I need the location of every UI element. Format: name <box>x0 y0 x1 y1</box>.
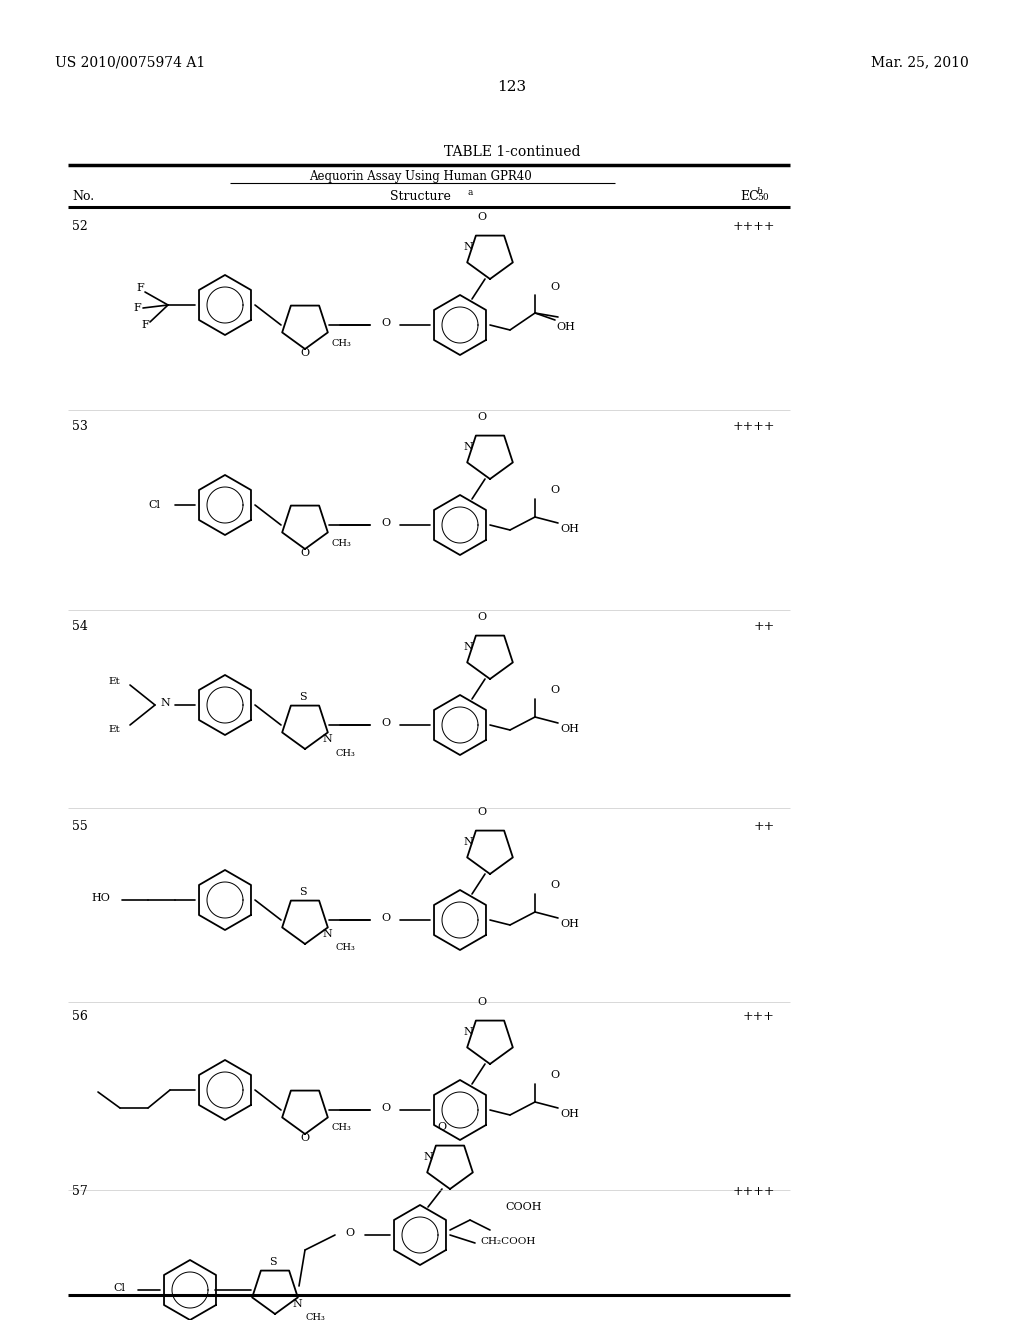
Text: OH: OH <box>560 1109 579 1119</box>
Text: O: O <box>477 997 486 1007</box>
Text: 57: 57 <box>72 1185 88 1199</box>
Text: O: O <box>381 718 390 729</box>
Text: a: a <box>468 187 473 197</box>
Text: N: N <box>463 242 473 252</box>
Text: CH₃: CH₃ <box>335 748 355 758</box>
Text: ++: ++ <box>754 820 775 833</box>
Text: N: N <box>463 1027 473 1038</box>
Text: OH: OH <box>560 919 579 929</box>
Text: O: O <box>381 1104 390 1113</box>
Text: ++++: ++++ <box>732 1185 775 1199</box>
Text: N: N <box>292 1299 302 1309</box>
Text: Et: Et <box>109 676 120 685</box>
Text: 54: 54 <box>72 620 88 634</box>
Text: b: b <box>757 187 763 195</box>
Text: O: O <box>551 1071 559 1080</box>
Text: +++: +++ <box>743 1010 775 1023</box>
Text: No.: No. <box>72 190 94 203</box>
Text: CH₃: CH₃ <box>335 944 355 953</box>
Text: S: S <box>299 887 307 898</box>
Text: 56: 56 <box>72 1010 88 1023</box>
Text: HO: HO <box>91 894 110 903</box>
Text: CH₃: CH₃ <box>331 1123 351 1133</box>
Text: Aequorin Assay Using Human GPR40: Aequorin Assay Using Human GPR40 <box>308 170 531 183</box>
Text: N: N <box>463 837 473 847</box>
Text: O: O <box>300 1133 309 1143</box>
Text: O: O <box>381 318 390 327</box>
Text: COOH: COOH <box>505 1203 542 1212</box>
Text: ++++: ++++ <box>732 220 775 234</box>
Text: F: F <box>141 319 148 330</box>
Text: Et: Et <box>109 725 120 734</box>
Text: OH: OH <box>560 723 579 734</box>
Text: N: N <box>423 1152 433 1162</box>
Text: O: O <box>551 484 559 495</box>
Text: OH: OH <box>556 322 574 333</box>
Text: 55: 55 <box>72 820 88 833</box>
Text: O: O <box>477 213 486 222</box>
Text: 123: 123 <box>498 81 526 94</box>
Text: O: O <box>300 348 309 358</box>
Text: CH₃: CH₃ <box>331 338 351 347</box>
Text: O: O <box>346 1228 355 1238</box>
Text: Cl: Cl <box>148 500 160 510</box>
Text: O: O <box>551 880 559 890</box>
Text: O: O <box>477 412 486 422</box>
Text: N: N <box>463 442 473 451</box>
Text: CH₃: CH₃ <box>305 1313 325 1320</box>
Text: F: F <box>133 304 141 313</box>
Text: TABLE 1-continued: TABLE 1-continued <box>443 145 581 158</box>
Text: N: N <box>160 698 170 708</box>
Text: 53: 53 <box>72 420 88 433</box>
Text: ++: ++ <box>754 620 775 634</box>
Text: Structure: Structure <box>389 190 451 203</box>
Text: O: O <box>551 685 559 696</box>
Text: O: O <box>477 612 486 622</box>
Text: CH₃: CH₃ <box>331 539 351 548</box>
Text: N: N <box>323 734 332 744</box>
Text: Mar. 25, 2010: Mar. 25, 2010 <box>871 55 969 69</box>
Text: N: N <box>323 929 332 939</box>
Text: O: O <box>381 517 390 528</box>
Text: O: O <box>477 807 486 817</box>
Text: 50: 50 <box>757 193 769 202</box>
Text: ++++: ++++ <box>732 420 775 433</box>
Text: 52: 52 <box>72 220 88 234</box>
Text: O: O <box>437 1122 446 1133</box>
Text: O: O <box>551 282 559 292</box>
Text: N: N <box>463 642 473 652</box>
Text: O: O <box>300 548 309 558</box>
Text: EC: EC <box>740 190 759 203</box>
Text: CH₂COOH: CH₂COOH <box>480 1237 536 1246</box>
Text: S: S <box>299 692 307 702</box>
Text: O: O <box>381 913 390 923</box>
Text: F: F <box>136 282 144 293</box>
Text: OH: OH <box>560 524 579 535</box>
Text: US 2010/0075974 A1: US 2010/0075974 A1 <box>55 55 205 69</box>
Text: S: S <box>269 1257 276 1267</box>
Text: Cl: Cl <box>113 1283 125 1294</box>
